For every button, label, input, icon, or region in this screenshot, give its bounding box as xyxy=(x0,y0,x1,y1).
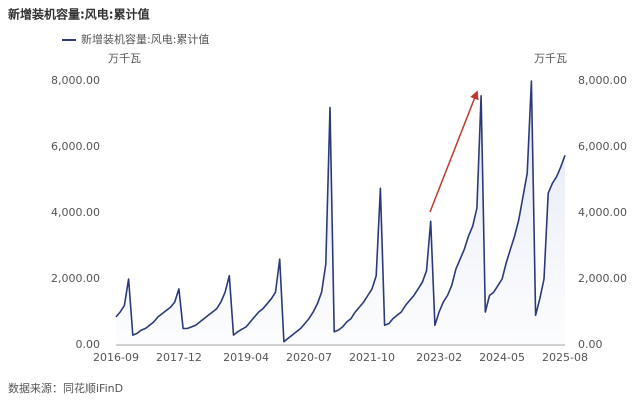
x-tick-label: 2025-08 xyxy=(542,351,588,364)
x-tick-label: 2017-12 xyxy=(156,351,202,364)
line-series xyxy=(115,80,566,343)
x-tick-label: 2016-09 xyxy=(93,351,139,364)
y-tick-label: 4,000.00 xyxy=(51,206,100,219)
x-tick-label: 2024-05 xyxy=(479,351,525,364)
x-tick-label: 2023-02 xyxy=(416,351,462,364)
y-tick-label: 0.00 xyxy=(76,338,101,351)
y2-tick-label: 6,000.00 xyxy=(578,140,627,153)
y2-tick-label: 2,000.00 xyxy=(578,272,627,285)
y2-tick-label: 8,000.00 xyxy=(578,74,627,87)
y-axis-label: 万千瓦 xyxy=(108,52,141,65)
source-note: 数据来源：同花顺iFinD xyxy=(8,381,123,395)
x-tick-label: 2021-10 xyxy=(349,351,395,364)
y-tick-label: 2,000.00 xyxy=(51,272,100,285)
x-tick-label: 2019-04 xyxy=(223,351,269,364)
area-fill xyxy=(116,81,565,345)
y2-tick-label: 4,000.00 xyxy=(578,206,627,219)
legend-label: 新增装机容量:风电:累计值 xyxy=(81,32,209,46)
chart-title: 新增装机容量:风电:累计值 xyxy=(8,7,150,22)
annotation-arrow xyxy=(429,90,479,213)
y2-tick-label: 0.00 xyxy=(578,338,603,351)
y-tick-label: 6,000.00 xyxy=(51,140,100,153)
x-tick-label: 2020-07 xyxy=(286,351,332,364)
y-tick-label: 8,000.00 xyxy=(51,74,100,87)
y2-axis-label: 万千瓦 xyxy=(534,52,567,65)
